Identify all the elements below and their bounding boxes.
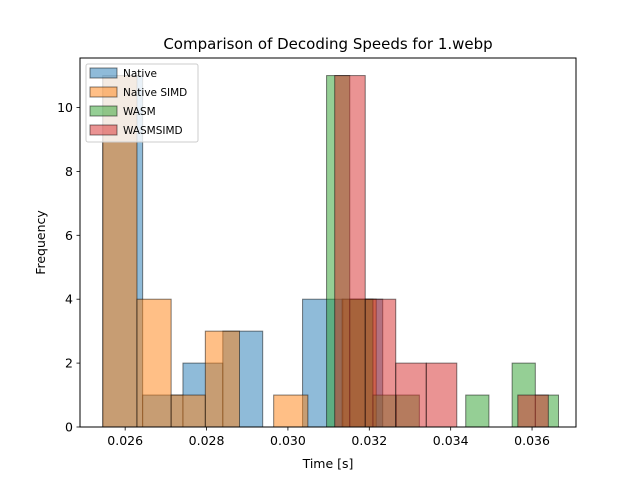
y-tick-label: 0 [65, 420, 73, 435]
x-axis: 0.026 0.028 0.030 0.032 0.034 0.036 [107, 427, 550, 448]
x-tick-label: 0.028 [189, 433, 225, 448]
legend-swatch-wasmsimd [89, 124, 118, 136]
bar-wasmsimd-0 [334, 75, 366, 428]
bar-native-simd-1 [136, 298, 172, 428]
x-tick-label: 0.036 [514, 433, 550, 448]
x-axis-label: Time [s] [302, 456, 354, 471]
legend-swatch-native-simd [89, 86, 118, 98]
y-axis: 0 2 4 6 8 10 [57, 100, 80, 435]
legend-label-native: Native [123, 68, 157, 80]
x-tick-label: 0.026 [107, 433, 143, 448]
bar-wasm-6 [465, 394, 490, 428]
plot-frame [79, 57, 577, 428]
y-axis-label: Frequency [33, 210, 48, 275]
legend-swatch-wasm [89, 105, 118, 117]
y-tick-label: 10 [57, 100, 73, 115]
bar-wasmsimd-2 [395, 362, 427, 428]
legend-label-wasm: WASM [123, 106, 156, 118]
bar-native-simd-2 [170, 394, 206, 428]
x-tick-label: 0.032 [351, 433, 387, 448]
y-tick-label: 6 [65, 228, 73, 243]
bar-wasmsimd-6 [517, 394, 549, 428]
legend-label-wasmsimd: WASMSIMD [123, 125, 183, 137]
bar-native-simd-5 [273, 394, 309, 428]
y-tick-label: 2 [65, 356, 73, 371]
y-tick-label: 4 [65, 292, 73, 307]
bar-wasmsimd-3 [425, 362, 458, 428]
y-tick-label: 8 [65, 164, 73, 179]
legend-frame [85, 63, 199, 143]
chart-title: Comparison of Decoding Speeds for 1.webp [163, 35, 492, 53]
bar-native-simd-3 [204, 330, 241, 428]
legend-swatch-native [89, 67, 118, 79]
bar-wasmsimd-1 [364, 298, 397, 428]
x-tick-label: 0.030 [270, 433, 306, 448]
legend-label-native-simd: Native SIMD [123, 87, 187, 99]
legend: Native Native SIMD WASM WASMSIMD [85, 63, 199, 143]
x-tick-label: 0.034 [433, 433, 469, 448]
